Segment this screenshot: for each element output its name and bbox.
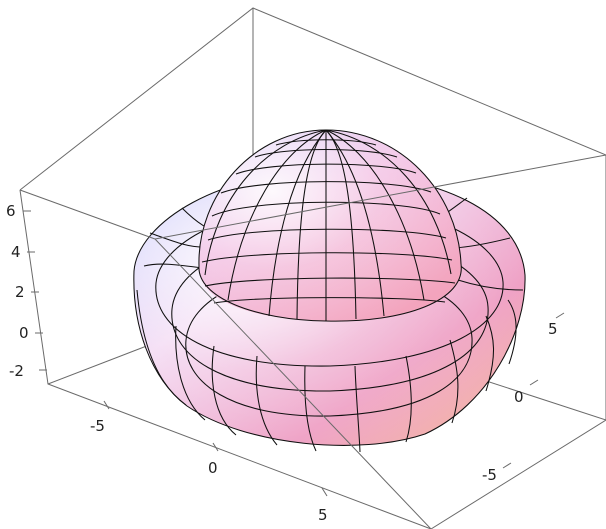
x-axis-ticks: -5 0 5	[90, 400, 328, 524]
x-tick-minus5: -5	[90, 417, 105, 435]
z-axis-ticks: 6 4 2 0 -2	[6, 202, 47, 380]
y-tick-5: 5	[548, 320, 558, 338]
z-tick-minus2: -2	[9, 362, 24, 380]
bounding-box-front	[19, 154, 606, 529]
x-tick-0: 0	[208, 459, 218, 477]
z-tick-6: 6	[6, 202, 16, 220]
y-axis-ticks: -5 0 5	[482, 312, 565, 484]
z-tick-2: 2	[15, 283, 25, 301]
z-tick-4: 4	[11, 243, 21, 261]
y-tick-0: 0	[514, 388, 524, 406]
axis-ticks: 6 4 2 0 -2 -5 0 5 -5 0 5	[6, 202, 565, 524]
y-tick-minus5: -5	[482, 466, 497, 484]
x-tick-5: 5	[318, 506, 328, 524]
z-tick-0: 0	[19, 324, 29, 342]
hemisphere-surface	[198, 129, 462, 322]
